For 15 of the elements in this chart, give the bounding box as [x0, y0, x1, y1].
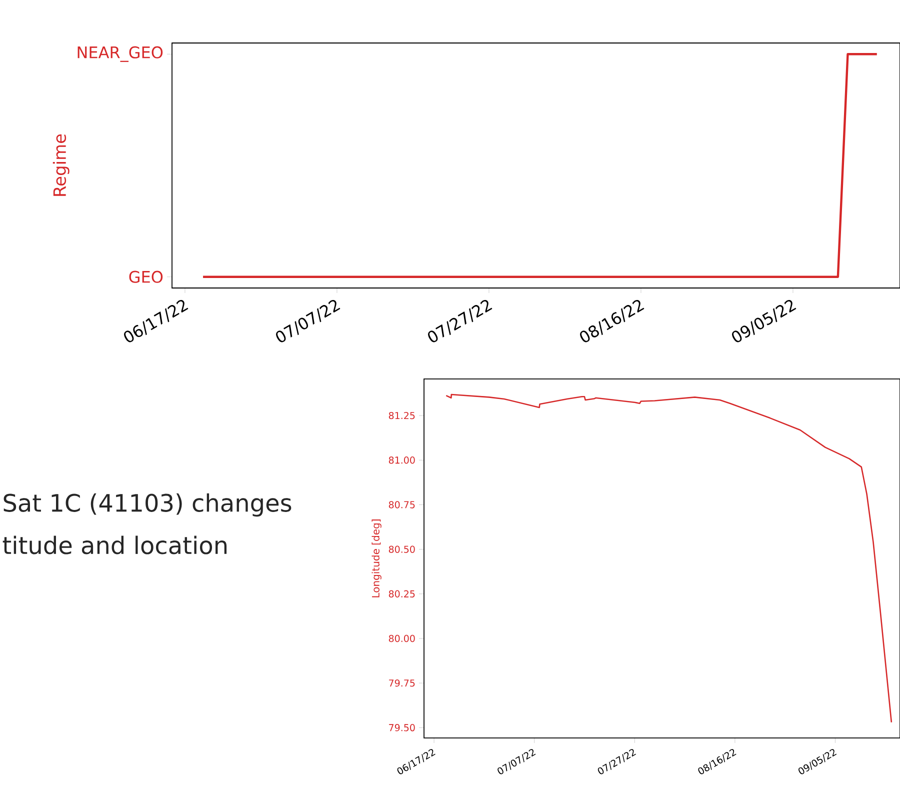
- y-tick-label: 80.00: [388, 634, 415, 642]
- y-tick-label: 80.25: [388, 590, 415, 598]
- y-axis-title: Regime: [52, 134, 70, 196]
- line-series: [446, 394, 892, 723]
- y-tick-label: 80.50: [388, 546, 415, 553]
- y-tick-label: 79.50: [389, 724, 415, 732]
- text: NEAR_GEO: [78, 46, 163, 62]
- y-tick-label: 81.25: [388, 412, 415, 420]
- text: Sat 1C (41103) changes: [4, 493, 292, 517]
- y-axis-title: Longitude [deg]: [372, 520, 382, 598]
- y-tick-label: 79.75: [389, 679, 415, 687]
- y-tick-label: 80.75: [388, 501, 415, 508]
- text: GEO: [129, 270, 163, 283]
- y-tick-label: 81.00: [388, 456, 415, 464]
- text: titude and location: [2, 536, 227, 554]
